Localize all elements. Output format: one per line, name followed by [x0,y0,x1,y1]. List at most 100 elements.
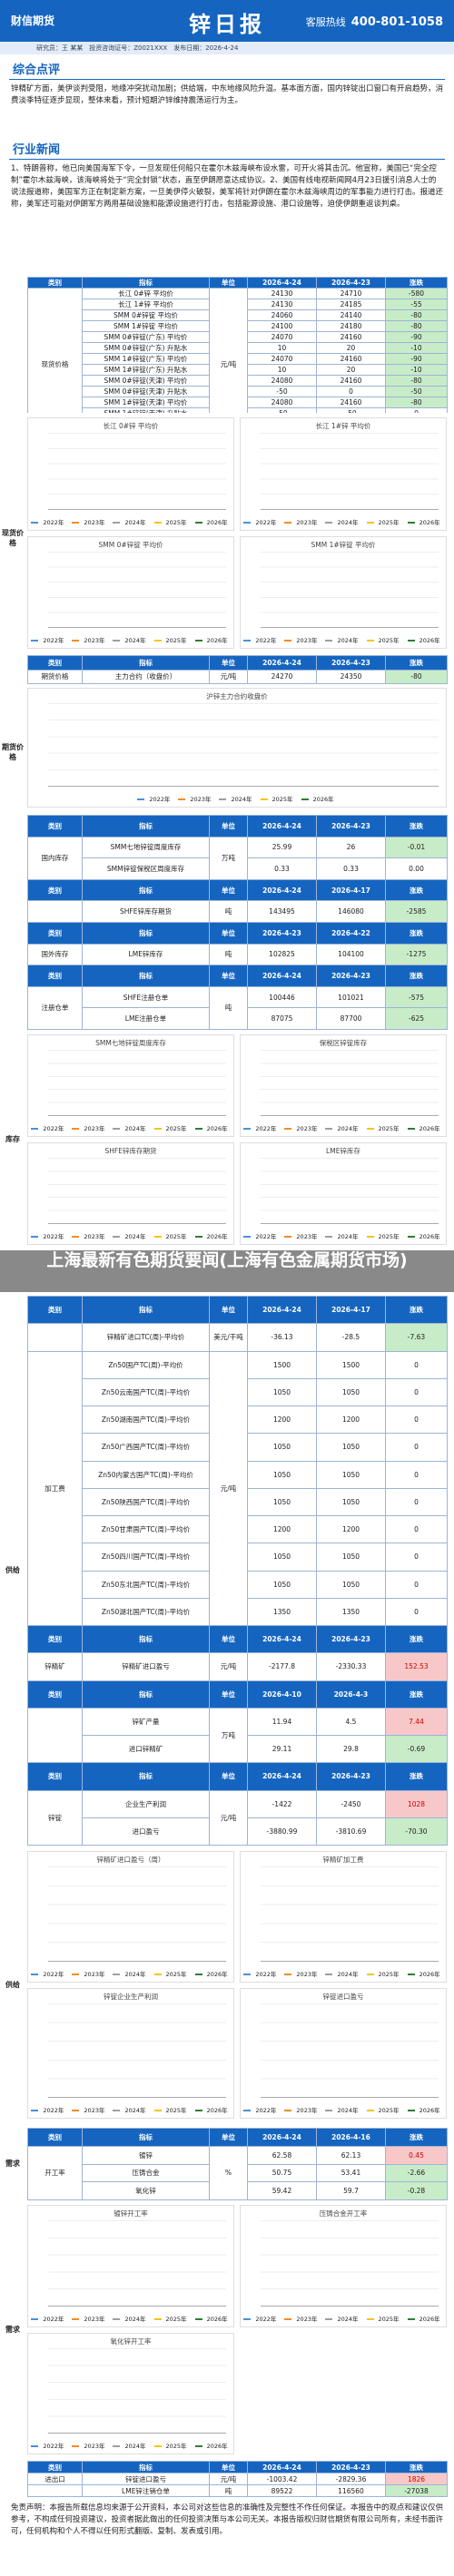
indicator-cell: 锌精矿进口TC(周)-平均价 [82,1323,210,1352]
change-cell: -1275 [385,943,448,966]
legend-label: 2026年 [206,1970,228,1978]
data-row: SMM 0#锌锭(天津) 平均价 24080 24160 -80 [28,375,448,387]
legend-swatch [113,2445,121,2447]
category-cell: 注册仓单 [27,985,83,1030]
data-table: 类别 指标 单位 2026-4-24 2026-4-23 涨跌 期货价格 主力合约（收盘价）元… [27,655,448,684]
value-cell: 87700 [316,1007,386,1030]
legend-label: 2024年 [124,2443,146,2450]
plot-area [261,551,439,628]
legend-item: 2022年 [31,1971,66,1978]
legend-label: 2025年 [271,796,293,803]
header-cell: 指标 [82,1762,210,1791]
legend-label: 2026年 [206,518,228,526]
legend-swatch [243,2110,252,2111]
value-cell: 1050 [247,1487,317,1517]
category-cell: 现货价格 [27,288,83,413]
change-cell: -2585 [385,900,448,923]
para-block: 1、特朗普称，他已向美国海军下令，一旦发现任何船只在霍尔木兹海峡布设水雷，可开火… [0,163,454,270]
legend: 2022年 2023年 2024年 2025年 2026年 [241,2105,446,2114]
chart-title: SMM七地锌锭周度库存 [95,1039,166,1047]
unit-cell: 吨 [209,2484,248,2497]
header-cell: 2026-4-23 [316,655,386,671]
legend: 2022年 2023年 2024年 2025年 2026年 [28,1969,233,1978]
legend-swatch [284,2110,292,2111]
legend-swatch [153,2110,162,2111]
legend-item: 2024年 [325,1125,360,1132]
legend: 2022年 2023年 2024年 2025年 2026年 [241,2314,446,2323]
value-cell: 24270 [247,669,317,684]
legend-label: 2023年 [296,637,318,644]
indicator-cell: 氧化锌 [82,2181,210,2200]
legend-label: 2026年 [312,796,334,803]
legend-label: 2022年 [255,1970,277,1978]
value-cell: 24185 [316,299,386,310]
indicator-cell: SMM 1#锌锭(广东) 平均价 [82,353,210,365]
value-cell: 62.58 [247,2145,317,2165]
data-row: 锌矿产量 万吨 11.94 4.5 7.44 [27,1707,448,1764]
legend-item: 2023年 [284,637,320,644]
legend-label: 2023年 [190,796,212,803]
header-cell: 单位 [209,965,248,987]
change-cell: 1028 [385,1789,448,1818]
data-row: 氧化锌 59.42 59.7 -0.28 [28,2181,448,2200]
plot-area [48,551,226,628]
value-cell: 116560 [316,2484,386,2497]
paragraph: 锌精矿方面，美伊谈判受阻，地缘冲突扰动加剧；供给端，中东地缘风险升温。基本面方面… [11,84,444,105]
legend-item: 2024年 [219,796,254,803]
table-block: 类别 指标 单位 2026-4-24 2026-4-23 涨跌 国内库存 SMM七地锌锭周度库… [0,815,454,1030]
legend-item: 2026年 [194,637,231,644]
value-cell: -1003.42 [247,2473,317,2485]
change-cell: -7.63 [385,1323,448,1352]
legend-label: 2023年 [296,518,318,526]
legend-item: 2025年 [366,1125,402,1132]
change-cell: 0 [385,1543,448,1572]
indicator-cell: LME注册仓单 [82,1007,210,1030]
legend-item: 2025年 [366,2316,402,2323]
change-cell: -50 [385,386,448,397]
legend: 2022年 2023年 2024年 2025年 2026年 [28,794,446,803]
legend-label: 2026年 [206,2315,228,2323]
header-cell: 涨跌 [385,1624,448,1654]
legend-item: 2024年 [325,519,360,526]
legend-item: 2023年 [284,1971,320,1978]
header-cell: 2026-4-17 [316,878,386,902]
value-cell: 1050 [316,1433,386,1462]
header-cell: 指标 [82,1624,210,1654]
value-cell: 1200 [247,1405,317,1435]
legend-swatch [153,2317,162,2320]
legend-swatch [153,521,162,524]
value-cell: 24160 [316,397,386,408]
legend-label: 2026年 [206,1125,228,1132]
chart-panel: 长江 0#锌 平均价 2022年 2023年 2024年 2025年 2026年 [27,417,234,531]
legend-item: 2025年 [366,637,402,644]
data-row: Zn50陕西国产TC(周)-平均价 1050 1050 0 [28,1487,448,1517]
chart-title: 压铸合金开工率 [319,2209,368,2218]
legend-swatch [113,2110,121,2111]
legend-item: 2023年 [72,519,107,526]
chart-panel: SHFE锌库存期货 2022年 2023年 2024年 2025年 2026年 [27,1142,234,1245]
legend-swatch [243,1236,252,1238]
legend-label: 2022年 [43,2107,64,2114]
hotline: 客服热线 400-801-1058 [306,15,443,29]
legend-label: 2022年 [43,518,64,526]
change-cell: -575 [385,985,448,1009]
data-row: 进出口 锌锭进口盈亏 元/吨 -1003.42 -2829.36 1826 [27,2473,448,2485]
legend-item: 2023年 [72,2443,107,2450]
header-cell: 指标 [82,2461,210,2473]
plot-area [48,1050,226,1116]
side-label: 供给 [5,1980,20,1989]
legend-label: 2022年 [43,2443,64,2450]
legend-item: 2026年 [301,796,337,803]
legend-label: 2023年 [296,1233,318,1240]
data-row: Zn50东北国产TC(周)-平均价 1050 1050 0 [28,1570,448,1599]
plot-area [48,2220,226,2307]
header-cell: 类别 [27,1762,83,1791]
legend-label: 2025年 [165,2315,187,2323]
change-cell: -27038 [385,2484,448,2497]
chart-panel: 锌精矿进口盈亏（周） 2022年 2023年 2024年 2025年 2026年 [27,1851,234,1983]
legend-swatch [325,1128,333,1130]
legend-label: 2022年 [43,1970,64,1978]
legend-swatch [366,2110,374,2111]
legend-swatch [31,1236,39,1238]
header-cell: 类别 [27,2128,83,2147]
